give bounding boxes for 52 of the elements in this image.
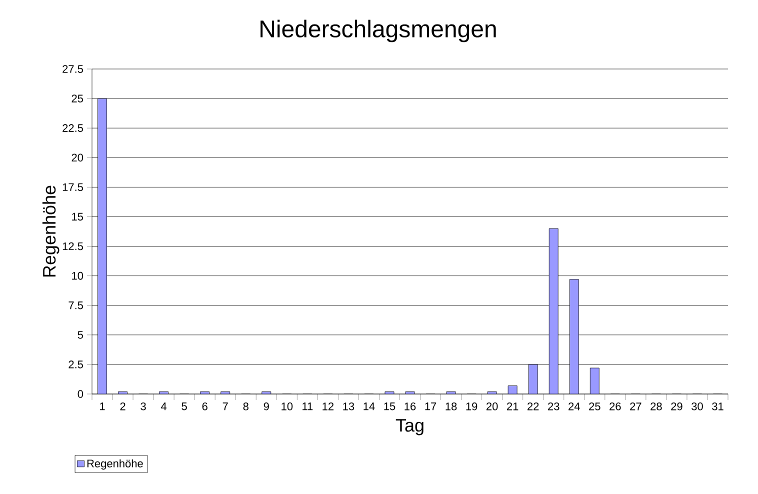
x-tick-label: 13 [343, 402, 354, 410]
bar [590, 368, 600, 394]
x-tick-label: 23 [548, 402, 560, 410]
x-tick-label: 28 [650, 402, 662, 410]
x-axis-title: Tag [396, 419, 424, 436]
y-tick-label: 15 [72, 212, 84, 221]
x-tick-label: 25 [589, 402, 600, 410]
y-tick-label: 10 [72, 272, 84, 280]
x-tick-label: 27 [630, 402, 642, 410]
x-tick-label: 24 [568, 402, 580, 410]
x-tick-label: 30 [692, 402, 703, 410]
x-tick-label: 31 [712, 402, 724, 410]
x-tick-label: 17 [425, 402, 436, 410]
bar [548, 228, 558, 394]
bar [528, 364, 538, 394]
y-tick-label: 7.5 [68, 302, 84, 310]
y-axis-title: Regenhöhe [42, 186, 60, 277]
x-tick-label: 22 [528, 402, 539, 410]
x-tick-label: 8 [243, 402, 248, 410]
bar [98, 98, 107, 394]
x-tick-label: 10 [282, 402, 293, 410]
legend-label: Regenhöhe [87, 459, 143, 470]
x-tick-label: 7 [222, 402, 228, 410]
x-tick-label: 1 [100, 402, 105, 410]
y-tick-label: 0 [78, 390, 84, 398]
y-tick-label: 12.5 [62, 242, 84, 250]
chart-title: Niederschlagsmengen [260, 20, 496, 42]
x-tick-label: 2 [120, 402, 126, 410]
x-tick-label: 20 [486, 402, 498, 410]
x-tick-label: 9 [264, 402, 269, 410]
x-tick-label: 26 [610, 402, 621, 410]
y-tick-label: 22.5 [62, 124, 84, 132]
bar [569, 279, 579, 394]
x-tick-label: 16 [404, 402, 416, 410]
x-tick-label: 29 [671, 402, 682, 410]
x-tick-label: 19 [466, 402, 478, 410]
y-tick-label: 5 [78, 331, 84, 339]
x-tick-label: 18 [446, 402, 457, 410]
y-tick-label: 25 [72, 94, 84, 102]
x-tick-label: 6 [202, 402, 208, 410]
x-tick-label: 12 [322, 402, 334, 410]
x-tick-label: 14 [364, 402, 375, 410]
x-tick-label: 15 [384, 402, 396, 410]
y-tick-label: 17.5 [62, 183, 84, 192]
y-tick-label: 2.5 [68, 360, 84, 368]
y-tick-label: 20 [72, 154, 84, 162]
y-tick-label: 27.5 [62, 65, 84, 73]
x-tick-label: 11 [302, 402, 313, 410]
x-tick-label: 5 [182, 402, 187, 410]
x-tick-label: 4 [161, 402, 167, 410]
x-tick-label: 21 [507, 402, 518, 410]
x-tick-label: 3 [140, 402, 146, 410]
